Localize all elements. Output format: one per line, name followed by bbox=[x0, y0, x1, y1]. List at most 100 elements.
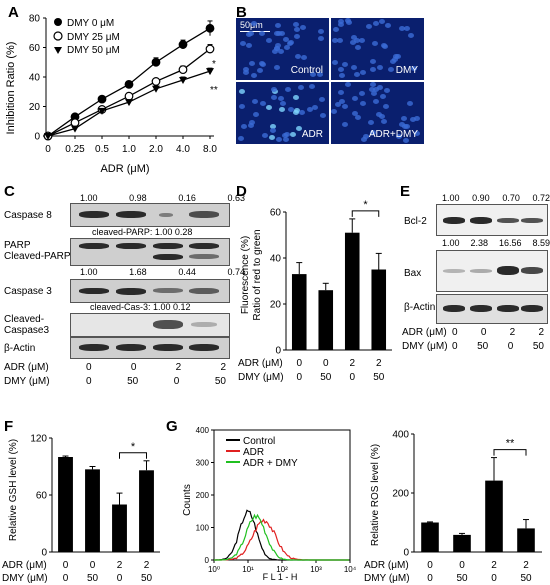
nucleus bbox=[350, 34, 357, 40]
nucleus bbox=[294, 54, 301, 60]
nucleus bbox=[392, 53, 399, 59]
nucleus bbox=[246, 42, 253, 48]
panel-a-ytick-label: 60 bbox=[29, 43, 41, 54]
panel-f-sig-star: * bbox=[131, 441, 136, 453]
bcl2-val-4: 0.72 bbox=[532, 193, 550, 203]
c-dmy-values: 0 50 0 50 bbox=[86, 376, 226, 387]
nucleus bbox=[410, 116, 417, 122]
panel-d-dmy-value: 50 bbox=[320, 372, 332, 383]
scale-bar bbox=[240, 31, 270, 32]
panel-d-dmy-value: 0 bbox=[349, 372, 355, 383]
row-label-bcl2: Bcl-2 bbox=[404, 216, 427, 227]
casp3-values: 1.00 1.68 0.44 0.74 bbox=[80, 267, 245, 277]
nucleus bbox=[338, 73, 345, 79]
panel-label-d: D bbox=[236, 183, 247, 200]
panel-a-point bbox=[124, 91, 134, 101]
nucleus bbox=[242, 67, 249, 73]
nucleus bbox=[338, 19, 345, 25]
panel-a-ytick-label: 20 bbox=[29, 102, 41, 113]
nucleus bbox=[271, 86, 278, 92]
panel-d-adr-value: 2 bbox=[376, 358, 382, 369]
nucleus bbox=[259, 101, 266, 107]
hist-legend-adr-dmy: ADR + DMY bbox=[243, 458, 298, 469]
nucleus bbox=[365, 24, 372, 30]
panel-g-ros-adr-value: 2 bbox=[491, 560, 497, 571]
panel-d-sig-bracket bbox=[351, 210, 380, 217]
nucleus bbox=[360, 70, 367, 76]
panel-a-point bbox=[152, 85, 160, 93]
nucleus bbox=[369, 59, 376, 65]
panel-g-ros-ytick-label: 400 bbox=[392, 430, 409, 441]
nucleus bbox=[256, 67, 263, 73]
casp8-val-3: 0.16 bbox=[178, 193, 196, 203]
panel-a-point bbox=[179, 76, 187, 84]
panel-f-dmy-value: 0 bbox=[117, 573, 123, 584]
panel-g-ros-dmy-label: DMY (μM) bbox=[364, 573, 410, 584]
histogram-control-curve bbox=[214, 509, 349, 561]
nucleus bbox=[274, 23, 281, 29]
nucleus bbox=[381, 44, 388, 50]
panel-f-bar bbox=[112, 504, 127, 552]
hist-xtick-label: 10³ bbox=[310, 565, 322, 574]
row-label-cleaved-parp: Cleaved-PARP bbox=[4, 251, 71, 262]
nucleus bbox=[247, 30, 254, 36]
nucleus bbox=[277, 96, 284, 102]
nucleus bbox=[318, 36, 325, 42]
e-dmy-val: 50 bbox=[532, 341, 544, 352]
nucleus bbox=[387, 66, 394, 72]
nucleus bbox=[384, 87, 391, 93]
nucleus bbox=[265, 105, 272, 111]
legend-marker-dmy0 bbox=[54, 18, 62, 26]
panel-label-b: B bbox=[236, 4, 247, 21]
blot-cleaved-caspase3 bbox=[70, 313, 230, 337]
nucleus bbox=[253, 111, 260, 117]
blot-b-actin-c bbox=[70, 337, 230, 359]
nucleus bbox=[292, 22, 299, 28]
hist-xtick-label: 10² bbox=[276, 565, 288, 574]
c-dmy-val: 50 bbox=[127, 376, 139, 387]
nucleus bbox=[287, 106, 294, 112]
c-dmy-val: 50 bbox=[214, 376, 226, 387]
nucleus bbox=[282, 137, 289, 143]
nucleus bbox=[410, 66, 417, 72]
panel-f-dmy-value: 50 bbox=[87, 573, 99, 584]
nucleus bbox=[337, 67, 344, 73]
row-label-parp: PARP bbox=[4, 240, 31, 251]
nucleus bbox=[298, 84, 305, 90]
panel-a-point bbox=[205, 23, 215, 33]
e-dmy-label: DMY (μM) bbox=[402, 341, 448, 352]
panel-g-ros-ytick-label: 200 bbox=[392, 489, 409, 500]
nucleus bbox=[352, 95, 359, 101]
nucleus bbox=[398, 121, 405, 127]
nucleus bbox=[407, 101, 414, 107]
panel-a-point bbox=[124, 79, 134, 89]
panel-a-xtick-label: 0 bbox=[45, 144, 51, 155]
panel-d-bar bbox=[371, 269, 387, 350]
e-adr-label: ADR (μM) bbox=[402, 327, 447, 338]
panel-g-hist-ylabel: Counts bbox=[182, 484, 193, 516]
e-adr-val: 0 bbox=[480, 327, 487, 338]
panel-d-adr-value: 2 bbox=[349, 358, 355, 369]
nucleus bbox=[341, 103, 348, 109]
nucleus bbox=[240, 41, 247, 47]
nucleus bbox=[353, 71, 360, 77]
fluor-image-control: 50μm Control bbox=[236, 18, 329, 80]
panel-f-adr-label: ADR (μM) bbox=[2, 560, 47, 571]
panel-g-ros-bar bbox=[453, 534, 471, 552]
nucleus bbox=[398, 25, 405, 31]
nucleus bbox=[338, 21, 345, 27]
nucleus bbox=[331, 109, 337, 115]
nucleus bbox=[238, 89, 245, 95]
nucleus bbox=[283, 132, 290, 138]
panel-a-xtick-label: 4.0 bbox=[176, 144, 190, 155]
nucleus bbox=[249, 61, 256, 67]
panel-d-ylabel-2: Ratio of red to green bbox=[252, 229, 263, 320]
panel-d-ytick-label: 40 bbox=[270, 254, 282, 265]
panel-a-point bbox=[205, 44, 215, 54]
nucleus bbox=[292, 95, 299, 101]
nucleus bbox=[249, 119, 256, 125]
nucleus bbox=[273, 45, 280, 51]
hist-ytick-label: 300 bbox=[196, 459, 210, 468]
panel-f-adr-value: 2 bbox=[144, 560, 150, 571]
panel-a-point bbox=[97, 94, 107, 104]
